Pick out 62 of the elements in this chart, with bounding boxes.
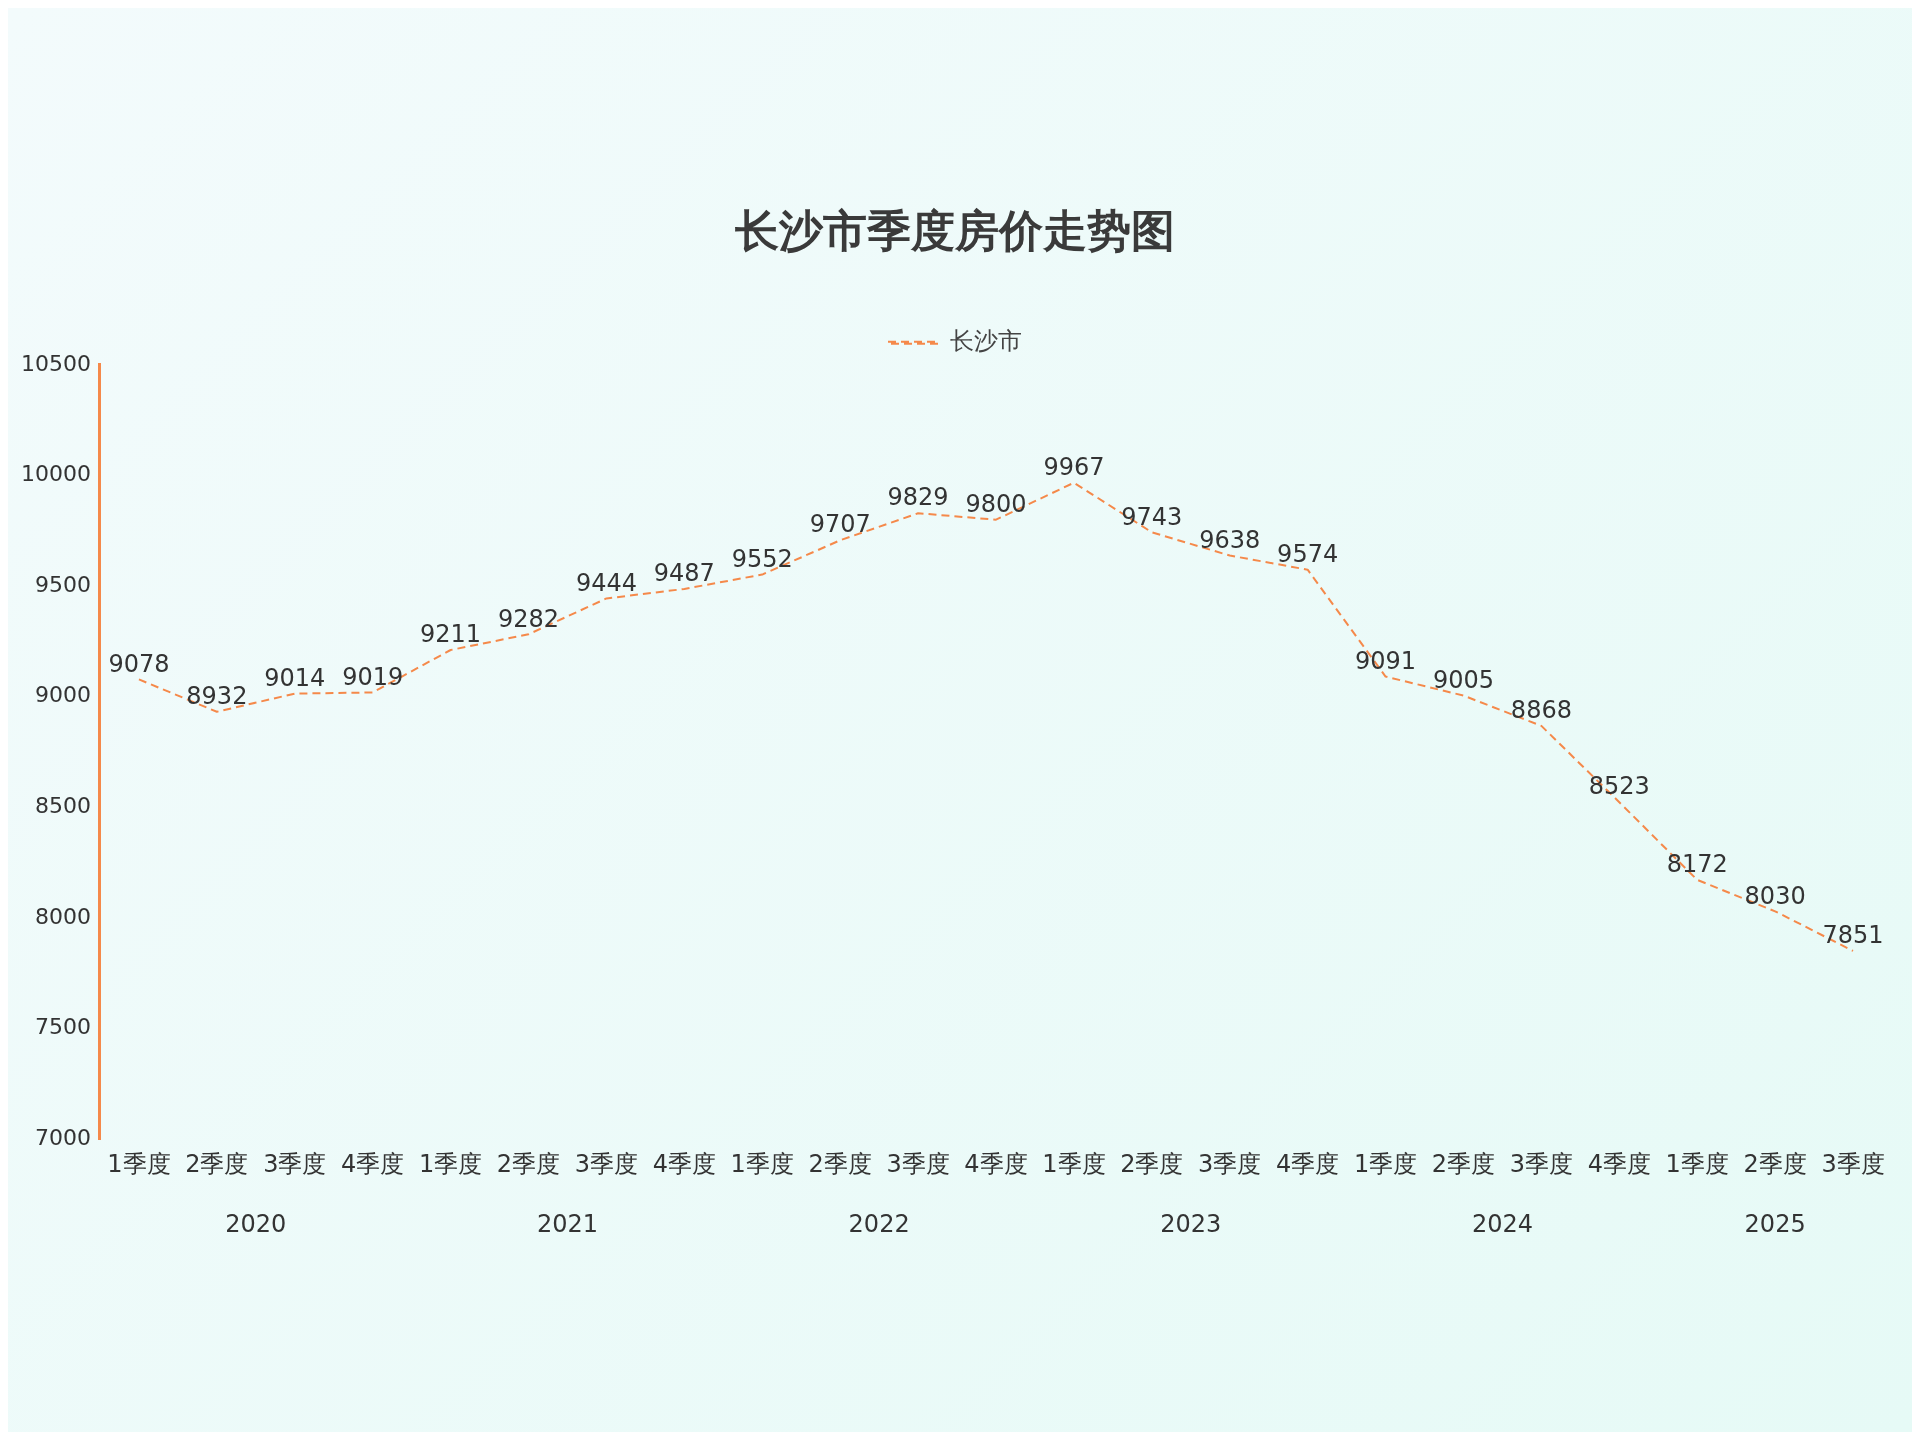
y-tick-label: 8000: [34, 903, 91, 929]
x-tick-label: 4季度: [341, 1149, 405, 1178]
x-tick-label: 3季度: [886, 1149, 950, 1178]
data-label: 9078: [108, 649, 170, 678]
y-tick-label: 8500: [34, 793, 91, 819]
data-label: 9282: [497, 604, 560, 633]
x-tick-label: 2季度: [1743, 1149, 1807, 1178]
y-tick-label: 7500: [34, 1014, 91, 1040]
x-tick-label: 3季度: [1198, 1149, 1262, 1178]
x-tick-label: 3季度: [574, 1149, 639, 1178]
chart-title: 长沙市季度房价走势图: [735, 204, 1175, 256]
text: 2022: [848, 1210, 910, 1239]
x-tick-label: 4季度: [652, 1149, 716, 1178]
data-label: 9707: [809, 510, 871, 539]
x-tick-label: 2季度: [496, 1149, 561, 1178]
data-label: 9829: [887, 483, 949, 512]
data-label: 9005: [1432, 665, 1495, 694]
data-label: 9638: [1199, 525, 1261, 554]
y-tick-label: 10500: [20, 350, 91, 376]
data-label: 7851: [1822, 921, 1884, 950]
text: 2020: [225, 1210, 287, 1239]
x-tick-label: 4季度: [1276, 1149, 1340, 1178]
data-label: 9211: [420, 620, 482, 649]
x-tick-label: 2季度: [808, 1149, 872, 1178]
data-label: 9019: [342, 662, 404, 691]
y-tick-label: 7000: [34, 1124, 91, 1150]
data-label: 9743: [1121, 502, 1183, 531]
text: 2023: [1160, 1210, 1222, 1239]
data-label: 8932: [186, 681, 248, 710]
x-tick-label: 3季度: [263, 1149, 327, 1178]
x-tick-label: 2季度: [1120, 1149, 1184, 1178]
data-label: 9800: [965, 489, 1027, 518]
data-label: 9091: [1355, 646, 1417, 675]
x-tick-label: 1季度: [730, 1149, 794, 1178]
y-tick-label: 9500: [34, 571, 91, 597]
x-tick-label: 1季度: [418, 1149, 483, 1178]
data-label: 9967: [1043, 452, 1105, 481]
data-label: 8030: [1744, 881, 1806, 910]
legend-label: 长沙市: [950, 327, 1022, 356]
x-tick-label: 1季度: [1665, 1149, 1729, 1178]
data-label: 9014: [264, 663, 326, 692]
x-tick-label: 3季度: [1821, 1149, 1885, 1178]
text: 2021: [536, 1210, 599, 1239]
data-label: 8172: [1666, 850, 1728, 879]
data-label: 8868: [1510, 696, 1572, 725]
data-label: 8523: [1588, 772, 1650, 801]
x-tick-label: 2季度: [185, 1149, 249, 1178]
x-tick-label: 2季度: [1431, 1149, 1496, 1178]
data-label: 9574: [1277, 539, 1339, 568]
x-tick-label: 1季度: [1042, 1149, 1106, 1178]
text: 2024: [1471, 1210, 1533, 1239]
text: 2025: [1744, 1210, 1806, 1239]
data-label: 9487: [653, 559, 715, 588]
x-tick-label: 1季度: [1353, 1149, 1418, 1178]
y-tick-label: 10000: [20, 461, 91, 487]
data-label: 9552: [731, 544, 793, 573]
x-tick-label: 1季度: [107, 1149, 171, 1178]
y-tick-label: 9000: [34, 682, 91, 708]
data-label: 9444: [575, 568, 637, 597]
x-tick-label: 4季度: [1587, 1149, 1651, 1178]
x-tick-label: 3季度: [1509, 1149, 1574, 1178]
x-tick-label: 4季度: [964, 1149, 1028, 1178]
